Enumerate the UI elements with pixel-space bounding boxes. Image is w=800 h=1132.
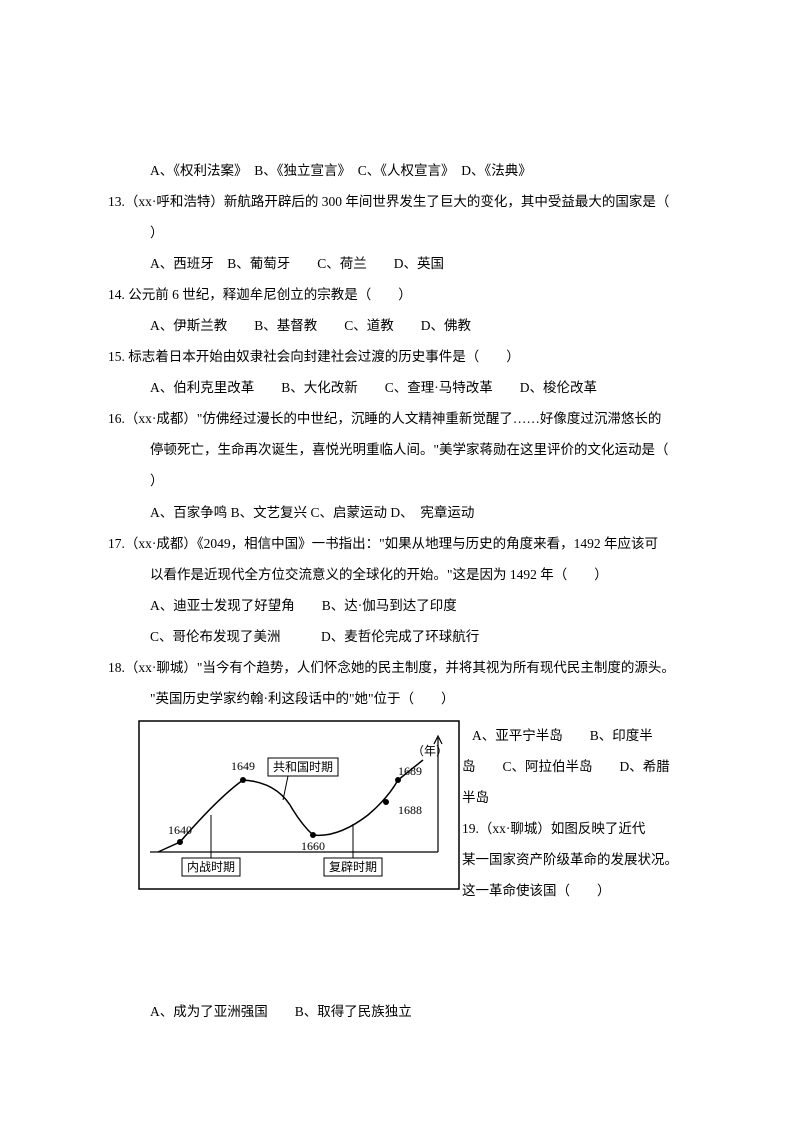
q18-line2: "英国历史学家约翰·利这段话中的"她"位于（ ） [108, 683, 695, 714]
q13-options: A、西班牙 B、葡萄牙 C、荷兰 D、英国 [108, 248, 695, 279]
svg-text:1649: 1649 [231, 759, 255, 773]
q19-line2: 某一国家资产阶级革命的发展状况。 [462, 844, 695, 875]
q12-options: A、《权利法案》 B、《独立宣言》 C、《人权宣言》 D、《法典》 [108, 155, 695, 186]
q16-line1: 16.（xx·成都）"仿佛经过漫长的中世纪，沉睡的人文精神重新觉醒了……好像度过… [108, 403, 695, 434]
q14-line: 14. 公元前 6 世纪，释迦牟尼创立的宗教是（ ） [108, 279, 695, 310]
q17-line1: 17.（xx·成都）《2049，相信中国》一书指出："如果从地理与历史的角度来看… [108, 528, 695, 559]
q17-line2: 以看作是近现代全方位交流意义的全球化的开始。"这是因为 1492 年（ ） [108, 559, 695, 590]
q16-line2: 停顿死亡，生命再次诞生，喜悦光明重临人间。"美学家蒋勋在这里评价的文化运动是（ [108, 434, 695, 465]
svg-text:1688: 1688 [398, 803, 422, 817]
q17-options-a: A、迪亚士发现了好望角 B、达·伽马到达了印度 [108, 590, 695, 621]
q19-line1: 19.（xx·聊城）如图反映了近代 [462, 813, 695, 844]
svg-text:1660: 1660 [301, 839, 325, 853]
diagram-row: （年） 1640 1649 1660 1688 1689 内战时期 [108, 720, 695, 906]
svg-text:共和国时期: 共和国时期 [273, 760, 333, 774]
svg-text:复辟时期: 复辟时期 [329, 859, 377, 874]
q15-options: A、伯利克里改革 B、大化改新 C、查理·马特改革 D、梭伦改革 [108, 372, 695, 403]
svg-text:1689: 1689 [398, 764, 422, 778]
q19-line3: 这一革命使该国（ ） [462, 875, 695, 906]
q18-opt-line1: A、亚平宁半岛 B、印度半 [462, 720, 695, 751]
q16-line3: ） [108, 465, 695, 496]
exam-page: A、《权利法案》 B、《独立宣言》 C、《人权宣言》 D、《法典》 13.（xx… [0, 0, 800, 1087]
svg-text:内战时期: 内战时期 [187, 860, 235, 874]
timeline-diagram: （年） 1640 1649 1660 1688 1689 内战时期 [138, 720, 460, 890]
q18-opt-line2: 岛 C、阿拉伯半岛 D、希腊 [462, 751, 695, 782]
q17-options-b: C、哥伦布发现了美洲 D、麦哲伦完成了环球航行 [108, 621, 695, 652]
q19-options: A、成为了亚洲强国 B、取得了民族独立 [108, 996, 695, 1027]
axis-year-label: （年） [412, 744, 448, 758]
svg-text:1640: 1640 [168, 823, 192, 837]
q18-line1: 18.（xx·聊城）"当今有个趋势，人们怀念她的民主制度，并将其视为所有现代民主… [108, 652, 695, 683]
q18-opt-line3: 半岛 [462, 782, 695, 813]
q16-options: A、百家争鸣 B、文艺复兴 C、启蒙运动 D、 宪章运动 [108, 497, 695, 528]
q13-line1: 13.（xx·呼和浩特）新航路开辟后的 300 年间世界发生了巨大的变化，其中受… [108, 186, 695, 217]
q13-line2: ） [108, 217, 695, 248]
side-text-block: A、亚平宁半岛 B、印度半 岛 C、阿拉伯半岛 D、希腊 半岛 19.（xx·聊… [460, 720, 695, 906]
q15-line: 15. 标志着日本开始由奴隶社会向封建社会过渡的历史事件是（ ） [108, 341, 695, 372]
q14-options: A、伊斯兰教 B、基督教 C、道教 D、佛教 [108, 310, 695, 341]
